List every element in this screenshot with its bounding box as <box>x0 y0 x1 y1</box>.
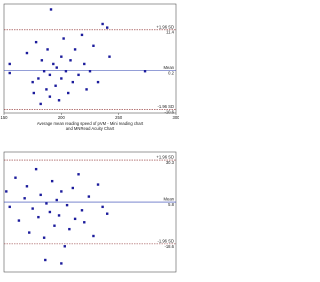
data-point <box>28 231 31 234</box>
data-point <box>17 219 21 222</box>
data-point <box>5 190 8 193</box>
data-point <box>8 205 11 209</box>
reference-name: Mean <box>164 197 175 202</box>
data-point <box>108 55 111 58</box>
x-axis-label: Average mean reading speed of pVM - Mini… <box>37 121 144 126</box>
data-point <box>106 212 109 215</box>
x-tick-label: 200 <box>58 115 66 120</box>
data-point <box>31 207 34 210</box>
data-point <box>46 48 49 51</box>
data-point <box>14 176 17 179</box>
data-point <box>57 99 61 102</box>
data-point <box>37 215 40 219</box>
x-tick-label: 300 <box>173 115 180 120</box>
data-point <box>34 167 38 171</box>
data-point <box>25 185 29 188</box>
data-point <box>48 95 52 98</box>
data-point <box>55 66 58 69</box>
data-point <box>8 71 11 75</box>
data-point <box>42 236 46 239</box>
reference-name: -1.96 SD <box>157 104 174 109</box>
data-point <box>62 37 65 40</box>
data-point <box>77 173 80 176</box>
data-point <box>101 22 104 26</box>
data-point <box>48 210 52 214</box>
x-tick-label: 150 <box>1 115 9 120</box>
data-point <box>55 198 58 202</box>
data-point <box>54 84 57 87</box>
data-point <box>49 8 53 11</box>
data-point <box>80 33 84 37</box>
chart: 150 200 250 300 Average mean reading speed o… <box>1 3 180 273</box>
data-point <box>45 88 48 91</box>
data-point <box>42 70 46 73</box>
reference-value: -10.6 <box>164 110 174 115</box>
reference-value: 11.4 <box>166 30 175 35</box>
data-point <box>87 195 91 198</box>
data-point <box>73 48 77 51</box>
reference-name: +1.96 SD <box>156 24 174 29</box>
data-point <box>143 70 147 73</box>
data-point <box>77 73 80 77</box>
reference-value: 5.8 <box>168 202 174 207</box>
data-point <box>34 40 38 44</box>
x-tick-label: 250 <box>115 115 123 120</box>
data-point <box>88 70 92 73</box>
data-point <box>71 186 74 190</box>
plot-frame <box>3 151 177 273</box>
reference-value: 0.2 <box>168 70 174 75</box>
data-point <box>80 209 84 212</box>
reference-value: 30.3 <box>166 160 175 165</box>
data-point <box>106 26 109 29</box>
data-point <box>96 80 100 84</box>
data-point <box>31 80 34 84</box>
data-point <box>52 62 55 66</box>
plot-frame <box>3 3 177 114</box>
data-point <box>69 59 72 62</box>
data-point <box>40 59 44 62</box>
data-point <box>60 262 63 265</box>
data-point <box>53 224 56 227</box>
data-point <box>67 91 70 95</box>
data-point <box>60 190 63 193</box>
reference-name: Mean <box>164 65 175 70</box>
data-point <box>71 80 74 84</box>
data-point <box>60 55 63 58</box>
data-point <box>65 203 69 207</box>
data-point <box>92 44 95 47</box>
data-point <box>39 102 42 106</box>
data-point <box>83 221 86 224</box>
data-point <box>50 179 54 183</box>
data-point <box>68 227 71 231</box>
data-point <box>23 197 26 200</box>
x-axis-label: and MNRead Acuity Chart <box>66 126 115 131</box>
data-point <box>73 217 77 221</box>
reference-name: +1.96 SD <box>156 155 174 160</box>
data-point <box>25 51 29 55</box>
data-point <box>83 62 86 66</box>
data-point <box>101 205 104 209</box>
reference-name: -1.96 SD <box>157 238 174 243</box>
data-point <box>8 62 11 66</box>
data-point <box>64 70 68 73</box>
data-point <box>48 73 52 77</box>
data-point <box>57 214 61 217</box>
data-point <box>39 193 42 197</box>
data-point <box>96 183 100 186</box>
reference-value: -18.6 <box>164 244 174 249</box>
data-point <box>60 77 63 80</box>
data-point <box>32 91 36 95</box>
data-point <box>45 202 48 205</box>
data-point <box>85 88 88 91</box>
data-point <box>63 245 66 248</box>
data-point <box>37 77 40 80</box>
data-point <box>92 234 95 238</box>
data-point <box>44 258 47 262</box>
